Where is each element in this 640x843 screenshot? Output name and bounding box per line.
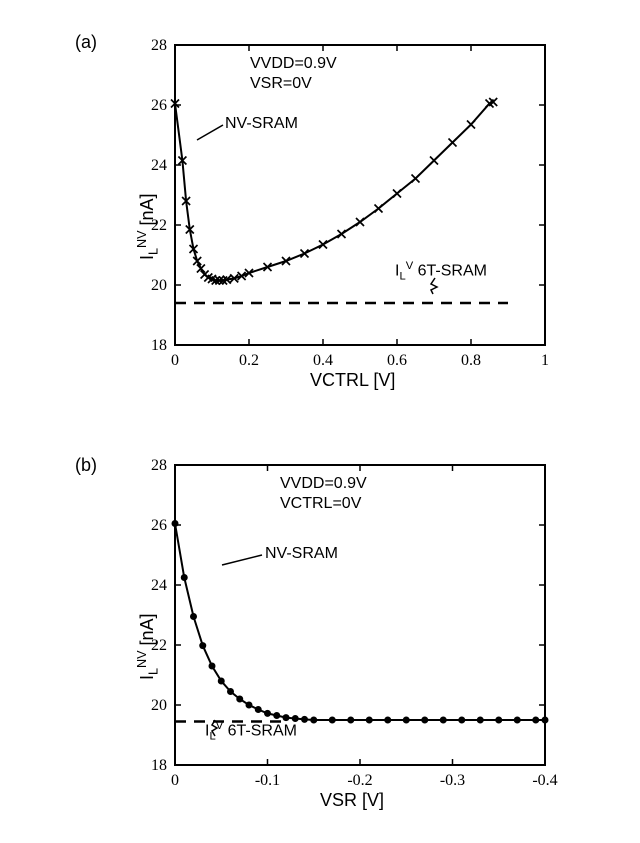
- svg-text:-0.4: -0.4: [532, 772, 557, 789]
- svg-text:20: 20: [151, 277, 167, 294]
- svg-text:24: 24: [151, 577, 167, 594]
- svg-text:0.4: 0.4: [313, 352, 333, 369]
- svg-text:20: 20: [151, 697, 167, 714]
- chart-b-ref-text: ILV 6T-SRAM: [205, 720, 297, 743]
- chart-a-xlabel: VCTRL [V]: [310, 370, 395, 391]
- svg-text:24: 24: [151, 157, 167, 174]
- svg-text:0.6: 0.6: [387, 352, 407, 369]
- chart-b-vctrl-text: VCTRL=0V: [280, 495, 361, 513]
- chart-b-xlabel: VSR [V]: [320, 790, 384, 811]
- chart-b-nvsram-text: NV-SRAM: [265, 545, 338, 563]
- svg-text:18: 18: [151, 757, 167, 774]
- svg-text:0.2: 0.2: [239, 352, 259, 369]
- svg-text:-0.1: -0.1: [255, 772, 280, 789]
- figure-page: (a) 00.20.40.60.81182022242628 ILNV [nA]…: [0, 0, 640, 843]
- chart-a-vsr-text: VSR=0V: [250, 75, 312, 93]
- svg-text:0: 0: [171, 772, 179, 789]
- chart-a-ref-text: ILV 6T-SRAM: [395, 260, 487, 283]
- chart-b-ylabel: ILNV [nA]: [135, 613, 161, 680]
- chart-b-vvdd-text: VVDD=0.9V: [280, 475, 367, 493]
- svg-text:26: 26: [151, 97, 167, 114]
- svg-text:0.8: 0.8: [461, 352, 481, 369]
- svg-text:-0.3: -0.3: [440, 772, 465, 789]
- svg-text:18: 18: [151, 337, 167, 354]
- svg-text:1: 1: [541, 352, 549, 369]
- chart-a-vvdd-text: VVDD=0.9V: [250, 55, 337, 73]
- chart-a-nvsram-text: NV-SRAM: [225, 115, 298, 133]
- svg-text:28: 28: [151, 37, 167, 54]
- svg-text:28: 28: [151, 457, 167, 474]
- svg-text:26: 26: [151, 517, 167, 534]
- svg-text:0: 0: [171, 352, 179, 369]
- chart-a-ylabel: ILNV [nA]: [135, 193, 161, 260]
- svg-text:-0.2: -0.2: [347, 772, 372, 789]
